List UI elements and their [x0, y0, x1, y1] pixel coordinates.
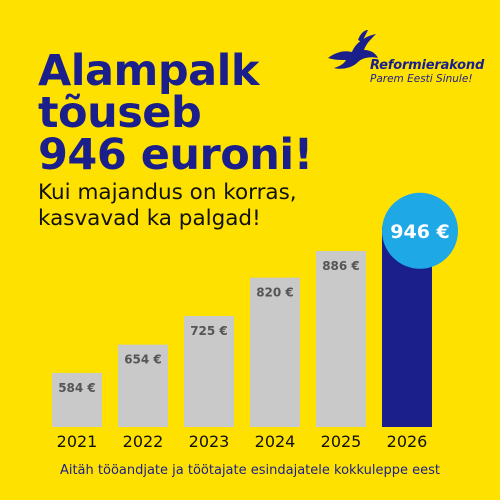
party-name: Reformierakond	[370, 58, 485, 73]
subtitle-line-2: kasvavad ka palgad!	[38, 206, 261, 231]
headline: Alampalk tõuseb 946 euroni!	[38, 46, 313, 180]
bar-2022	[118, 344, 168, 427]
value-label-2025: 886 €	[322, 259, 360, 273]
headline-line-3: 946 euroni!	[38, 130, 313, 180]
value-label-2024: 820 €	[256, 286, 294, 300]
footer-note: Aitäh tööandjate ja töötajate esindajate…	[59, 463, 441, 478]
squirrel-icon	[328, 30, 378, 69]
bar-2024	[250, 277, 300, 427]
headline-line-2: tõuseb	[38, 88, 202, 138]
value-label-2021: 584 €	[58, 381, 96, 395]
party-logo: Reformierakond Parem Eesti Sinule!	[322, 28, 492, 88]
subtitle: Kui majandus on korras, kasvavad ka palg…	[38, 180, 297, 232]
subtitle-line-1: Kui majandus on korras,	[38, 180, 297, 205]
value-badge	[382, 192, 458, 269]
bar-2023	[184, 316, 234, 427]
value-label-2023: 725 €	[190, 324, 228, 338]
bar-2025	[316, 251, 366, 427]
x-tick-2022: 2022	[123, 432, 164, 451]
x-tick-2025: 2025	[321, 432, 362, 451]
bar-2021	[52, 372, 102, 427]
value-label-2022: 654 €	[124, 353, 162, 367]
x-tick-2024: 2024	[255, 432, 296, 451]
party-slogan: Parem Eesti Sinule!	[370, 73, 473, 85]
x-tick-2026: 2026	[387, 432, 428, 451]
headline-line-1: Alampalk	[38, 46, 259, 96]
x-tick-2021: 2021	[57, 432, 98, 451]
value-label-2026: 946 €	[390, 221, 450, 243]
x-tick-2023: 2023	[189, 432, 230, 451]
